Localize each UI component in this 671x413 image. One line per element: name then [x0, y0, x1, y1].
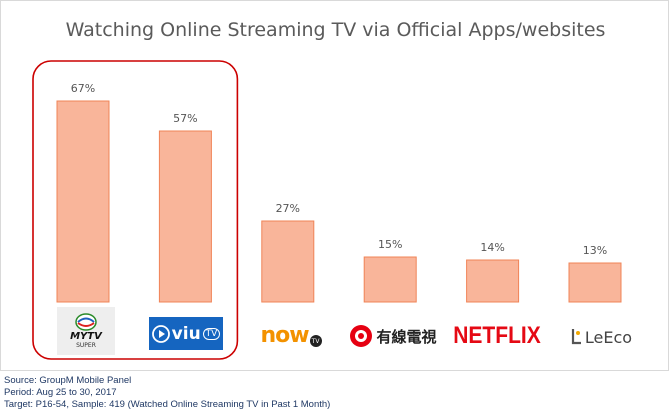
i-cable-logo-icon [350, 325, 373, 347]
bar-3 [261, 220, 315, 303]
bar-value-label-4: 15% [378, 238, 402, 251]
bar-value-label-5: 14% [480, 241, 504, 254]
bar-5 [466, 259, 520, 303]
netflix-logo: NETFLIX [453, 319, 541, 353]
leeco-logo-icon [571, 329, 581, 345]
footer-period: Period: Aug 25 to 30, 2017 [4, 387, 117, 398]
bar-value-label-3: 27% [276, 202, 300, 215]
bar-value-label-1: 67% [71, 82, 95, 95]
viu-play-icon [151, 324, 170, 343]
chart-title: Watching Online Streaming TV via Officia… [65, 19, 606, 41]
cable-logo-text: 有線電視 [376, 327, 437, 346]
highlight-frame [32, 60, 239, 360]
viutv-logo: viu TV [149, 317, 223, 350]
chart-frame: Watching Online Streaming TV via Officia… [0, 0, 669, 371]
bar-value-label-6: 13% [583, 244, 607, 257]
bar-6 [568, 262, 622, 303]
bar-chart: 67% 57% 27% 15% 14% 13% [32, 60, 622, 360]
now-tv-logo: now TV [259, 315, 323, 355]
mytv-logo-sub: SUPER [76, 342, 96, 349]
viu-logo-text: viu [171, 323, 201, 344]
chart-footer: Source: GroupM Mobile Panel Period: Aug … [4, 375, 330, 411]
viu-logo-suffix: TV [202, 327, 221, 340]
bar-value-label-2: 57% [173, 112, 197, 125]
now-tv-badge: TV [309, 335, 322, 347]
leeco-logo: LeEco [561, 321, 641, 353]
tvb-logo-icon [75, 313, 97, 331]
bar-2 [158, 130, 212, 303]
footer-target: Target: P16-54, Sample: 419 (Watched Onl… [4, 399, 331, 410]
bar-1 [56, 100, 110, 303]
now-logo-text: now [260, 322, 309, 348]
leeco-logo-text: LeEco [584, 327, 633, 347]
mytv-logo-text: MYTV [70, 331, 102, 342]
footer-source: Source: GroupM Mobile Panel [4, 375, 132, 386]
bar-4 [363, 256, 417, 303]
i-cable-logo: 有線電視 [345, 319, 441, 353]
mytv-super-logo: MYTV SUPER [57, 307, 115, 355]
netflix-logo-text: NETFLIX [453, 322, 541, 349]
